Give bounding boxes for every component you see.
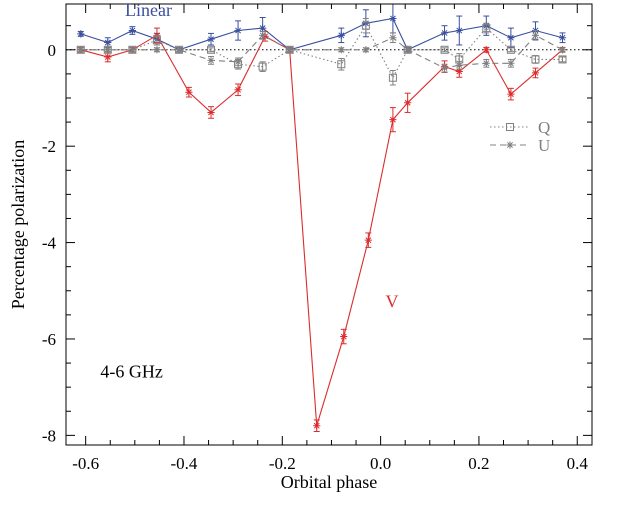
data-point-0-18 bbox=[558, 34, 567, 42]
x-tick-label: 0.2 bbox=[468, 454, 489, 473]
x-tick-label: 0.0 bbox=[370, 454, 391, 473]
data-point-3-18 bbox=[558, 46, 567, 54]
data-point-0-1 bbox=[104, 38, 112, 47]
data-point-1-15 bbox=[455, 67, 463, 76]
series-3 bbox=[77, 30, 567, 73]
data-point-2-3 bbox=[152, 36, 161, 45]
data-point-0-9 bbox=[337, 31, 345, 39]
data-point-1-7 bbox=[261, 32, 269, 40]
data-point-0-5 bbox=[207, 35, 215, 43]
x-axis-label: Orbital phase bbox=[281, 472, 377, 492]
data-point-1-16 bbox=[482, 46, 490, 54]
plot-frame-layer bbox=[65, 3, 593, 446]
data-point-3-11 bbox=[389, 34, 397, 42]
series-line-2 bbox=[80, 24, 563, 79]
data-point-0-6 bbox=[234, 26, 242, 35]
data-point-3-8 bbox=[286, 46, 294, 54]
data-point-3-17 bbox=[531, 31, 540, 39]
data-point-0-11 bbox=[389, 14, 397, 23]
data-point-3-0 bbox=[77, 46, 85, 54]
data-point-2-9 bbox=[337, 60, 346, 69]
legend-layer: QU bbox=[490, 118, 550, 155]
legend-label-u: U bbox=[538, 136, 550, 155]
data-point-0-7 bbox=[259, 24, 267, 32]
x-tick-label: 0.4 bbox=[567, 454, 589, 473]
y-tick-label: 0 bbox=[48, 41, 57, 60]
x-tick-label: -0.4 bbox=[171, 454, 198, 473]
y-tick-label: -6 bbox=[42, 330, 56, 349]
ticks-layer bbox=[66, 4, 592, 445]
series-line-1 bbox=[80, 34, 563, 426]
data-point-3-10 bbox=[362, 46, 370, 54]
data-point-2-17 bbox=[531, 55, 540, 64]
data-point-3-13 bbox=[440, 64, 449, 72]
data-point-2-18 bbox=[558, 55, 567, 64]
y-axis-label: Percentage polarization bbox=[8, 140, 28, 309]
y-tick-label: -4 bbox=[42, 234, 57, 253]
data-point-3-15 bbox=[482, 59, 490, 67]
data-point-1-6 bbox=[234, 86, 242, 94]
data-point-3-16 bbox=[507, 59, 515, 67]
data-point-2-13 bbox=[440, 45, 449, 54]
data-point-1-17 bbox=[507, 90, 515, 98]
data-point-0-2 bbox=[128, 26, 136, 35]
data-point-3-6 bbox=[234, 58, 242, 66]
data-point-1-11 bbox=[364, 236, 372, 244]
data-point-3-7 bbox=[259, 31, 267, 39]
text-layer: -0.6 -0.4 -0.2 0.0 0.2 0.4 -8 -6 -4 -2 0 Orbital ph… bbox=[8, 0, 588, 492]
legend-marker-u bbox=[506, 141, 514, 149]
data-point-1-9 bbox=[313, 422, 321, 430]
data-point-3-1 bbox=[104, 46, 112, 54]
data-point-0-14 bbox=[455, 26, 463, 35]
plot-frame bbox=[65, 3, 593, 446]
series-line-0 bbox=[80, 17, 563, 51]
data-point-3-5 bbox=[207, 56, 215, 64]
data-point-3-4 bbox=[175, 46, 183, 54]
data-point-1-18 bbox=[531, 69, 540, 77]
data-point-3-9 bbox=[337, 46, 345, 54]
legend-marker-q bbox=[506, 123, 514, 131]
data-point-2-5 bbox=[207, 45, 216, 54]
data-point-2-16 bbox=[506, 45, 515, 54]
data-point-1-5 bbox=[207, 108, 215, 117]
data-point-2-15 bbox=[482, 24, 491, 33]
data-point-1-13 bbox=[404, 99, 412, 107]
data-point-2-11 bbox=[388, 73, 397, 82]
annotation-linear: Linear bbox=[125, 0, 172, 20]
annotation-4-6-ghz: 4-6 GHz bbox=[100, 362, 162, 382]
data-point-2-7 bbox=[258, 62, 267, 71]
data-point-0-16 bbox=[507, 34, 515, 42]
data-point-1-12 bbox=[389, 116, 397, 124]
data-point-3-3 bbox=[153, 46, 161, 54]
data-point-0-13 bbox=[440, 29, 449, 37]
x-tick-label: -0.2 bbox=[269, 454, 296, 473]
y-tick-label: -8 bbox=[42, 426, 56, 445]
data-point-1-4 bbox=[185, 88, 193, 96]
legend-label-q: Q bbox=[538, 118, 550, 137]
data-point-3-14 bbox=[455, 61, 463, 69]
data-point-2-10 bbox=[361, 21, 370, 30]
data-point-3-2 bbox=[128, 46, 136, 54]
data-point-1-1 bbox=[104, 53, 112, 61]
y-tick-label: -2 bbox=[42, 137, 56, 156]
annotation-v: V bbox=[386, 292, 399, 312]
series-layer bbox=[76, 3, 567, 433]
data-point-3-12 bbox=[404, 46, 412, 54]
data-point-0-0 bbox=[77, 30, 85, 38]
x-tick-label: -0.6 bbox=[72, 454, 99, 473]
data-point-1-10 bbox=[340, 332, 348, 341]
